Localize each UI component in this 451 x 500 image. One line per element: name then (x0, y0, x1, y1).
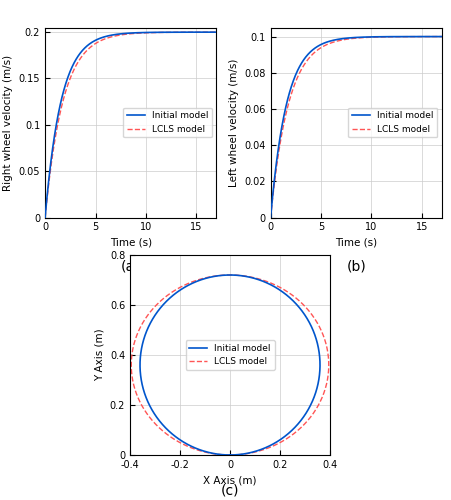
Initial model (60, 92, 65, 98)
Initial model (405, 34, 410, 40)
Initial model (139, 380, 144, 386)
LCLS model (386, 34, 391, 40)
LCLS model (283, 288, 289, 294)
Initial model (278, 288, 284, 294)
Initial model (260, 278, 266, 284)
LCLS model (136, 328, 142, 334)
Initial model (112, 32, 117, 38)
Initial model (401, 34, 407, 40)
LCLS model (112, 33, 117, 39)
Initial model (337, 36, 343, 42)
Initial model (227, 452, 233, 458)
LCLS model (179, 29, 184, 35)
X-axis label: X Axis (m): X Axis (m) (203, 476, 257, 486)
Y-axis label: Right wheel velocity (m/s): Right wheel velocity (m/s) (3, 54, 13, 190)
Initial model (227, 452, 233, 458)
LCLS model (42, 214, 48, 220)
LCLS model (160, 30, 166, 36)
Legend: Initial model, LCLS model: Initial model, LCLS model (349, 108, 437, 138)
LCLS model (343, 36, 349, 43)
Line: Initial model: Initial model (45, 32, 216, 218)
LCLS model (60, 100, 65, 105)
LCLS model (405, 34, 410, 40)
LCLS model (263, 278, 269, 284)
Line: LCLS model: LCLS model (45, 32, 216, 218)
Text: (b): (b) (346, 260, 366, 274)
LCLS model (268, 214, 273, 220)
LCLS model (176, 29, 181, 35)
LCLS model (227, 452, 233, 458)
LCLS model (285, 102, 291, 108)
Initial model (176, 29, 181, 35)
Y-axis label: Y Axis (m): Y Axis (m) (94, 328, 104, 382)
Initial model (268, 214, 273, 220)
Initial model (214, 29, 219, 35)
Initial model (179, 29, 184, 35)
LCLS model (227, 452, 233, 458)
Initial model (281, 434, 286, 440)
LCLS model (133, 389, 138, 395)
LCLS model (214, 29, 219, 35)
LCLS model (439, 34, 445, 40)
LCLS model (118, 32, 123, 38)
Line: LCLS model: LCLS model (131, 275, 329, 455)
Initial model (142, 389, 147, 395)
Initial model (118, 31, 123, 37)
LCLS model (286, 434, 292, 440)
Initial model (439, 34, 445, 40)
Legend: Initial model, LCLS model: Initial model, LCLS model (123, 108, 212, 138)
Initial model (343, 35, 349, 41)
X-axis label: Time (s): Time (s) (335, 238, 377, 248)
Line: Initial model: Initial model (140, 275, 320, 455)
LCLS model (228, 272, 233, 278)
Legend: Initial model, LCLS model: Initial model, LCLS model (185, 340, 275, 370)
Initial model (285, 94, 291, 100)
Text: (c): (c) (221, 483, 239, 497)
Initial model (228, 272, 233, 278)
LCLS model (337, 38, 343, 44)
LCLS model (130, 380, 136, 386)
X-axis label: Time (s): Time (s) (110, 238, 152, 248)
Text: (a): (a) (121, 260, 141, 274)
Line: Initial model: Initial model (271, 36, 442, 218)
Initial model (144, 328, 150, 334)
LCLS model (401, 34, 407, 40)
Y-axis label: Left wheel velocity (m/s): Left wheel velocity (m/s) (229, 58, 239, 186)
Line: LCLS model: LCLS model (271, 36, 442, 218)
Initial model (386, 34, 391, 40)
Initial model (42, 214, 48, 220)
Initial model (160, 30, 166, 36)
